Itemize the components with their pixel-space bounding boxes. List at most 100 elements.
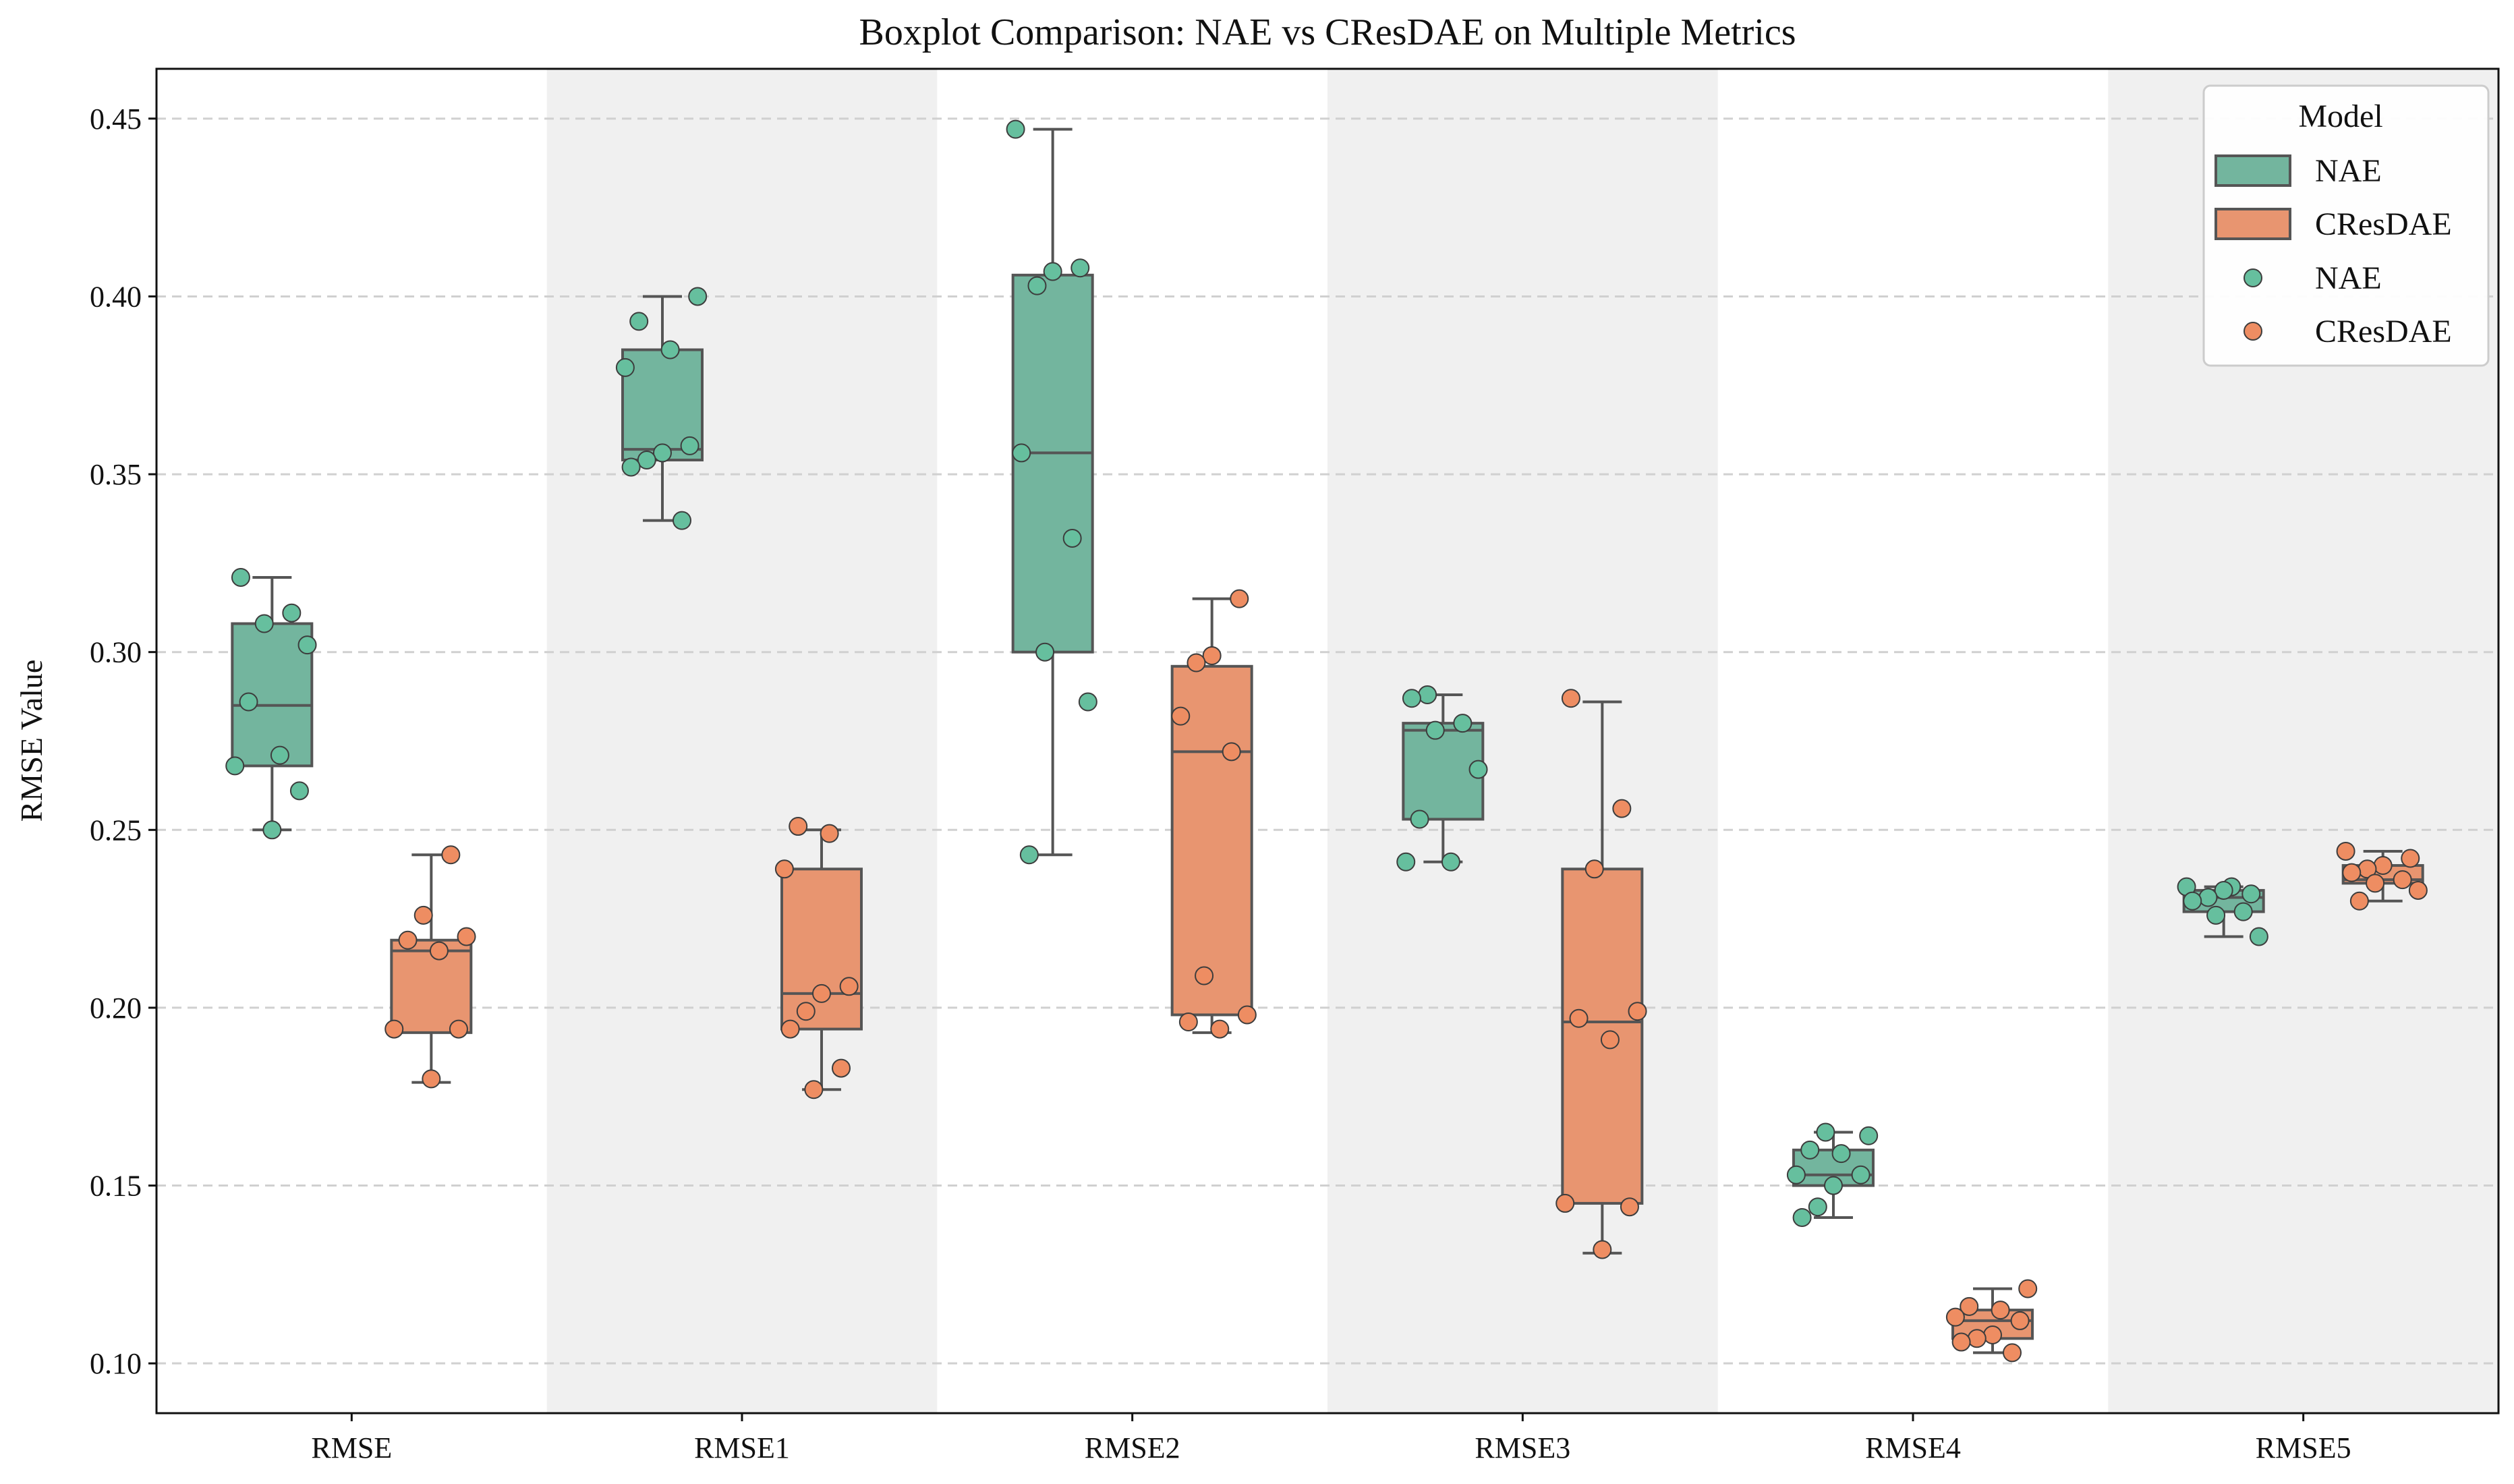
data-point-nae: [1021, 846, 1038, 863]
x-tick-label: RMSE4: [1865, 1431, 1961, 1464]
data-point-nae: [299, 636, 316, 654]
data-point-nae: [689, 287, 706, 305]
boxplot-chart: 0.10 0.15 0.20 0.25 0.30 0.35 0.40 0.45 RMSE RMS…: [0, 0, 2514, 1484]
legend-title: Model: [2298, 98, 2382, 134]
y-tick-label: 0.20: [90, 992, 142, 1025]
data-point-cresdae: [1629, 1002, 1647, 1020]
data-point-cresdae: [2374, 857, 2392, 874]
data-point-nae: [1454, 714, 1471, 732]
data-point-cresdae: [1593, 1240, 1611, 1258]
data-point-nae: [1044, 263, 1062, 281]
data-point-cresdae: [2366, 874, 2384, 892]
data-point-cresdae: [2394, 871, 2411, 888]
data-point-nae: [623, 459, 640, 476]
data-point-nae: [1411, 810, 1429, 828]
y-tick-label: 0.40: [90, 280, 142, 313]
data-point-cresdae: [1211, 1021, 1228, 1038]
data-point-cresdae: [1203, 647, 1221, 664]
y-tick-label: 0.45: [90, 103, 142, 136]
data-point-nae: [1419, 686, 1436, 704]
data-point-nae: [283, 604, 300, 622]
data-point-cresdae: [430, 942, 448, 960]
data-point-nae: [617, 359, 634, 376]
data-point-nae: [1028, 277, 1046, 295]
legend: Model NAECResDAENAECResDAE: [2204, 86, 2488, 366]
data-point-nae: [1860, 1127, 1877, 1145]
data-point-nae: [1809, 1198, 1827, 1216]
data-point-cresdae: [2019, 1280, 2036, 1297]
data-point-cresdae: [1187, 654, 1205, 672]
data-point-nae: [1036, 644, 1054, 661]
data-point-nae: [271, 747, 289, 764]
data-point-cresdae: [2337, 843, 2355, 860]
x-tick-label: RMSE2: [1085, 1431, 1180, 1464]
x-axis: RMSE RMSE1 RMSE2 RMSE3 RMSE4 RMSE5: [311, 1413, 2351, 1464]
x-tick-label: RMSE: [311, 1431, 392, 1464]
data-point-cresdae: [813, 985, 830, 1002]
data-point-nae: [2183, 892, 2201, 910]
box-iqr: [1013, 275, 1093, 652]
data-point-cresdae: [2409, 882, 2427, 899]
data-point-cresdae: [1992, 1301, 2009, 1319]
data-point-nae: [263, 821, 281, 838]
data-point-nae: [1801, 1141, 1819, 1159]
data-point-nae: [630, 312, 648, 330]
x-tick-label: RMSE1: [694, 1431, 790, 1464]
data-point-nae: [1852, 1166, 1870, 1184]
data-point-cresdae: [385, 1021, 403, 1038]
y-tick-label: 0.25: [90, 814, 142, 847]
data-point-cresdae: [2351, 892, 2368, 910]
data-point-nae: [1817, 1123, 1834, 1141]
data-point-nae: [232, 569, 250, 586]
data-point-cresdae: [2343, 864, 2360, 882]
data-point-cresdae: [1621, 1198, 1638, 1216]
data-point-cresdae: [1172, 708, 1189, 725]
data-point-nae: [2207, 907, 2225, 924]
chart-container: 0.10 0.15 0.20 0.25 0.30 0.35 0.40 0.45 RMSE RMS…: [0, 0, 2514, 1484]
data-point-cresdae: [1968, 1330, 1986, 1347]
data-point-cresdae: [1947, 1309, 1964, 1326]
legend-point-swatch: [2244, 269, 2262, 287]
data-point-nae: [226, 757, 244, 774]
x-tick-label: RMSE3: [1475, 1431, 1570, 1464]
data-point-nae: [1794, 1209, 1811, 1226]
data-point-cresdae: [1562, 689, 1580, 707]
data-point-nae: [1064, 530, 1081, 547]
data-point-cresdae: [1223, 743, 1240, 760]
data-point-cresdae: [840, 977, 858, 995]
legend-label: NAE: [2315, 153, 2382, 189]
y-tick-label: 0.35: [90, 458, 142, 491]
data-point-cresdae: [805, 1081, 822, 1098]
data-point-cresdae: [1238, 1006, 1256, 1023]
y-tick-label: 0.10: [90, 1347, 142, 1380]
y-axis: 0.10 0.15 0.20 0.25 0.30 0.35 0.40 0.45: [90, 103, 156, 1380]
data-point-nae: [638, 451, 656, 469]
legend-box-swatch: [2216, 156, 2290, 186]
y-tick-label: 0.15: [90, 1170, 142, 1203]
data-point-nae: [1833, 1145, 1850, 1162]
data-point-cresdae: [789, 818, 807, 835]
data-point-cresdae: [821, 825, 838, 843]
data-point-cresdae: [442, 846, 459, 863]
data-point-cresdae: [782, 1021, 799, 1038]
chart-title: Boxplot Comparison: NAE vs CResDAE on Mu…: [859, 11, 1796, 53]
legend-label: CResDAE: [2315, 314, 2452, 349]
data-point-cresdae: [422, 1070, 440, 1087]
legend-label: CResDAE: [2315, 206, 2452, 242]
box-iqr: [782, 869, 861, 1029]
data-point-cresdae: [1556, 1195, 1574, 1212]
data-point-cresdae: [776, 860, 793, 878]
data-point-nae: [1427, 722, 1444, 739]
data-point-cresdae: [1613, 800, 1630, 818]
data-point-cresdae: [1180, 1013, 1197, 1031]
data-point-nae: [2250, 928, 2268, 945]
box-nae-rmse2: [1013, 130, 1093, 855]
data-point-nae: [1397, 853, 1415, 871]
data-point-cresdae: [2003, 1344, 2021, 1361]
data-point-nae: [1470, 761, 1487, 778]
data-point-nae: [2235, 903, 2252, 921]
data-point-nae: [1007, 121, 1025, 138]
data-point-nae: [662, 341, 679, 359]
y-tick-label: 0.30: [90, 636, 142, 669]
data-point-cresdae: [399, 932, 417, 949]
